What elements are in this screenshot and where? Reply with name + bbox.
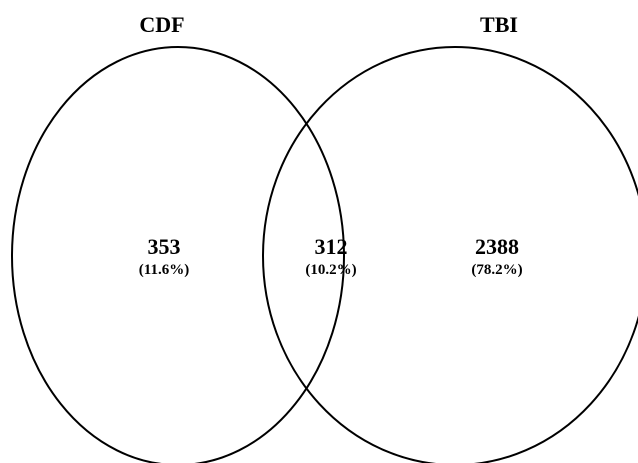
set-circle-tbi xyxy=(262,46,638,463)
region-percent-cdf-only: (11.6%) xyxy=(139,262,189,278)
set-title-tbi: TBI xyxy=(480,12,518,37)
region-count-cdf-only: 353 xyxy=(148,234,181,259)
region-count-intersection: 312 xyxy=(315,234,348,259)
region-count-tbi-only: 2388 xyxy=(475,234,519,259)
region-percent-tbi-only: (78.2%) xyxy=(471,262,522,278)
region-percent-intersection: (10.2%) xyxy=(305,262,356,278)
set-circle-cdf xyxy=(11,46,345,463)
set-title-cdf: CDF xyxy=(139,12,184,37)
